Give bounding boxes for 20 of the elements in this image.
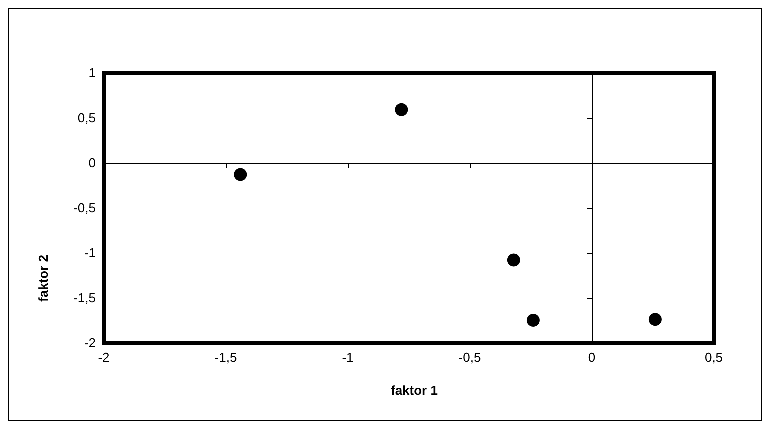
point	[234, 168, 248, 182]
y-tick-label: 1	[88, 66, 96, 80]
y-tick-label: 0,5	[78, 110, 96, 126]
y-tick-label: -1	[84, 246, 96, 260]
y-tick-label: -1,5	[74, 290, 96, 306]
y-tick-label: -2	[84, 336, 96, 350]
point	[648, 313, 662, 326]
x-tick-label: -2	[98, 350, 110, 365]
point	[507, 254, 520, 267]
point	[526, 314, 540, 327]
x-tick-label: -1	[342, 350, 354, 365]
x-tick-label: -1,5	[214, 350, 238, 365]
x-tick-label: 0	[588, 350, 596, 365]
point	[395, 103, 408, 116]
x-axis-title: faktor 1	[391, 383, 438, 398]
x-tick-label: 0,5	[704, 350, 724, 365]
y-tick-label: -0,5	[74, 200, 96, 216]
y-tick-label: 0	[88, 156, 96, 170]
y-axis-title: faktor 2	[36, 254, 51, 302]
x-tick-label: -0,5	[458, 350, 482, 365]
